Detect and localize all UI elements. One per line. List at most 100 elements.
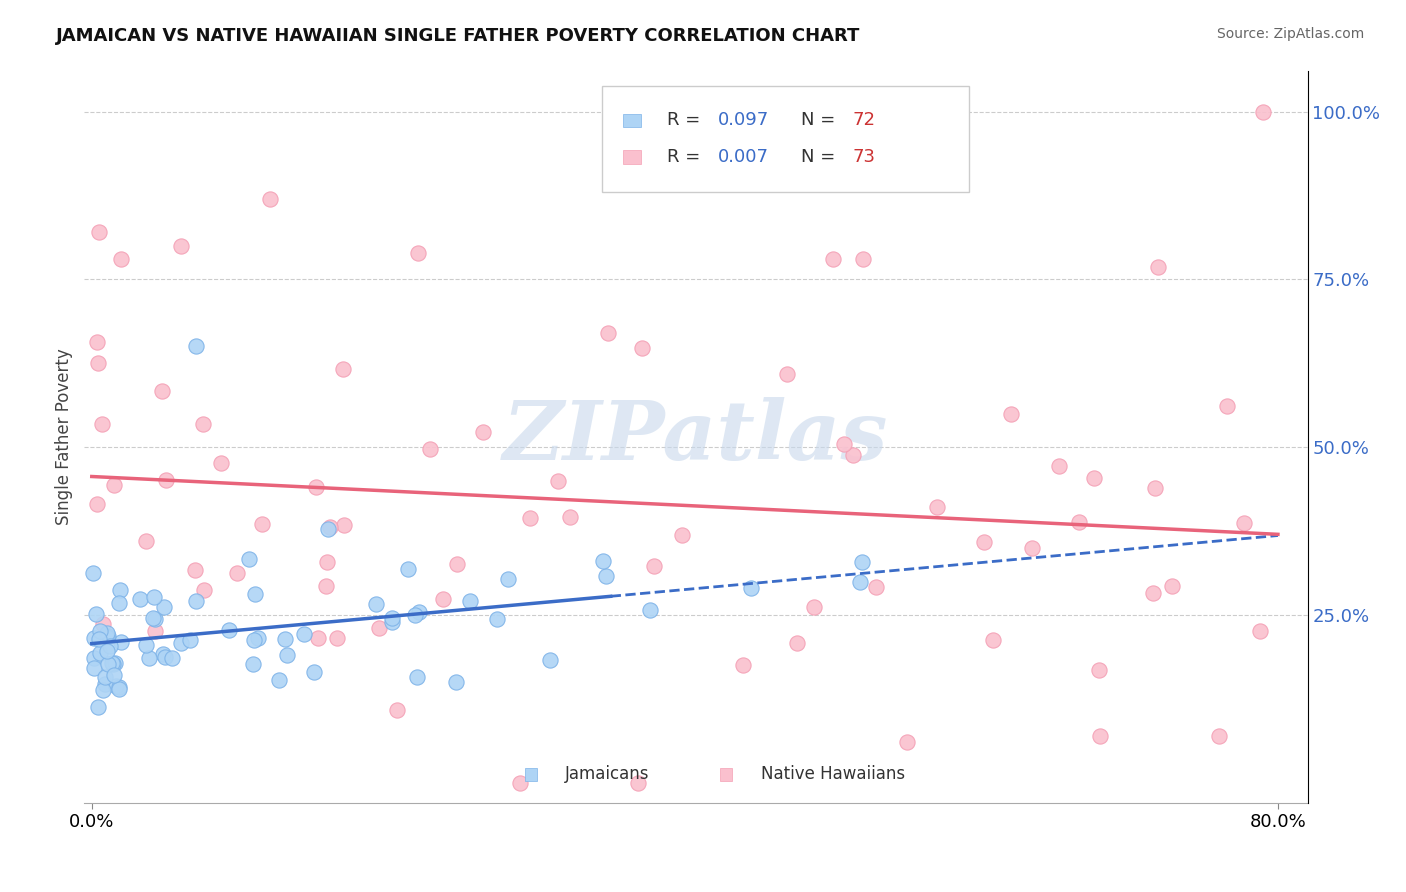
Point: [595, 568, 617, 582]
Point: [83, 661, 105, 675]
Point: [153, 650, 176, 665]
Text: ZIPatlas: ZIPatlas: [503, 397, 889, 477]
Point: [865, 581, 887, 595]
Point: [316, 555, 339, 569]
FancyBboxPatch shape: [720, 768, 733, 780]
Text: R =: R =: [666, 148, 706, 166]
Point: [316, 522, 339, 536]
Point: [184, 563, 207, 577]
Point: [627, 775, 650, 789]
Point: [1142, 586, 1164, 600]
Point: [1000, 407, 1022, 421]
Point: [103, 668, 125, 682]
FancyBboxPatch shape: [623, 114, 641, 127]
Point: [319, 520, 342, 534]
Point: [96, 630, 118, 644]
Point: [406, 245, 429, 260]
Point: [385, 703, 408, 717]
Point: [842, 448, 865, 462]
Text: N =: N =: [801, 148, 841, 166]
Text: JAMAICAN VS NATIVE HAWAIIAN SINGLE FATHER POVERTY CORRELATION CHART: JAMAICAN VS NATIVE HAWAIIAN SINGLE FATHE…: [56, 27, 860, 45]
Point: [170, 636, 193, 650]
Point: [925, 500, 948, 514]
Point: [153, 600, 176, 615]
FancyBboxPatch shape: [524, 768, 537, 780]
Point: [1021, 541, 1043, 556]
Point: [326, 631, 349, 645]
Point: [307, 632, 329, 646]
Point: [209, 456, 232, 470]
Point: [538, 653, 561, 667]
Point: [91, 417, 114, 431]
Point: [1251, 104, 1274, 119]
Point: [896, 735, 918, 749]
Y-axis label: Single Father Poverty: Single Father Poverty: [55, 349, 73, 525]
Point: [86, 497, 108, 511]
Text: 0.097: 0.097: [718, 112, 769, 129]
Point: [243, 587, 266, 601]
Point: [155, 473, 177, 487]
Point: [86, 334, 108, 349]
Point: [460, 593, 482, 607]
Point: [852, 252, 875, 267]
Point: [101, 656, 124, 670]
Point: [104, 656, 127, 670]
Point: [170, 239, 193, 253]
Point: [193, 583, 215, 598]
Point: [404, 608, 426, 623]
Point: [419, 442, 441, 456]
Point: [496, 572, 519, 586]
Point: [89, 624, 111, 639]
Point: [381, 615, 404, 629]
Point: [191, 417, 214, 431]
Point: [184, 339, 207, 353]
Point: [1083, 471, 1105, 485]
Point: [638, 603, 661, 617]
Point: [304, 665, 326, 680]
Point: [598, 326, 620, 341]
Point: [152, 647, 174, 661]
Point: [832, 437, 855, 451]
Point: [333, 518, 356, 533]
FancyBboxPatch shape: [602, 86, 969, 192]
Point: [238, 551, 260, 566]
Point: [83, 651, 105, 665]
Point: [432, 592, 454, 607]
Point: [408, 605, 430, 619]
Point: [96, 644, 118, 658]
Point: [108, 583, 131, 598]
Text: N =: N =: [801, 112, 841, 129]
Point: [547, 475, 569, 489]
Point: [509, 775, 531, 789]
Point: [128, 592, 150, 607]
Point: [107, 680, 129, 694]
Point: [1160, 578, 1182, 592]
Point: [179, 633, 201, 648]
Point: [803, 599, 825, 614]
Point: [396, 562, 419, 576]
Point: [91, 683, 114, 698]
Point: [560, 510, 582, 524]
Point: [98, 639, 121, 653]
Point: [104, 680, 127, 694]
Point: [84, 607, 107, 622]
Point: [274, 632, 297, 646]
Point: [1049, 459, 1071, 474]
Point: [981, 632, 1004, 647]
Point: [823, 252, 845, 267]
Point: [145, 624, 167, 639]
Point: [150, 384, 173, 398]
Point: [630, 341, 652, 355]
Point: [332, 361, 354, 376]
Point: [1208, 729, 1230, 743]
Point: [471, 425, 494, 439]
Text: Jamaicans: Jamaicans: [565, 764, 650, 782]
Point: [96, 625, 118, 640]
Point: [486, 612, 509, 626]
Point: [267, 673, 290, 687]
Point: [97, 629, 120, 643]
Point: [259, 192, 281, 206]
Point: [305, 480, 328, 494]
Point: [142, 611, 165, 625]
Point: [89, 226, 111, 240]
